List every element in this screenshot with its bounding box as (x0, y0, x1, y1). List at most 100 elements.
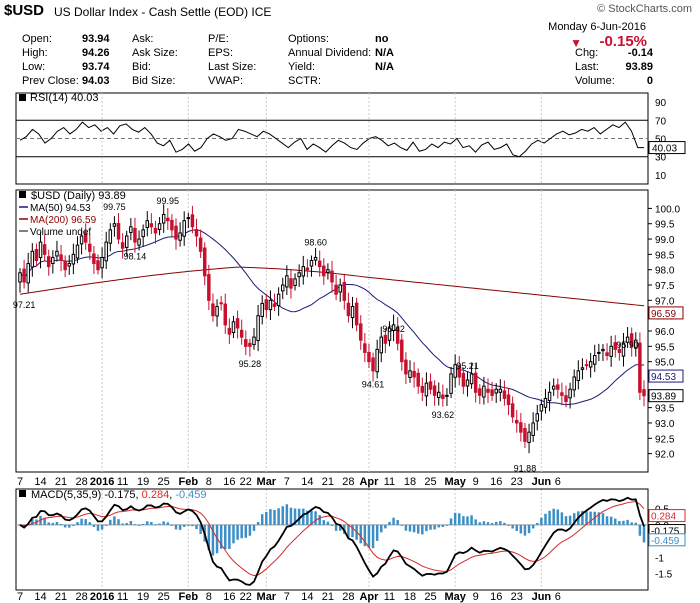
x-axis-label: 18 (404, 591, 416, 603)
candle-body (354, 302, 359, 326)
macd-histogram-bar (605, 516, 609, 525)
macd-histogram-bar (601, 513, 605, 525)
instrument-name: US Dollar Index - Cash Settle (EOD) ICE (54, 5, 271, 19)
macd-histogram-bar (511, 524, 514, 529)
candle-body (268, 299, 273, 311)
exchange-label: ICE (251, 5, 272, 19)
x-axis-label: 11 (384, 476, 395, 488)
x-axis-label: Jun (532, 476, 552, 488)
candle-body (280, 284, 285, 292)
macd-histogram-bar (310, 510, 313, 525)
candle-body (338, 284, 342, 293)
macd-histogram-bar (425, 524, 428, 532)
price-last-label: 93.89 (651, 392, 676, 403)
x-axis-label: 11 (117, 591, 128, 603)
macd-histogram-bar (51, 522, 55, 525)
macd-histogram-bar (273, 509, 276, 525)
candle-body (412, 370, 416, 378)
macd-histogram-bar (252, 524, 256, 531)
candle-body (473, 372, 478, 393)
rsi-tick-label: 90 (655, 98, 667, 109)
x-axis-label: Mar (257, 476, 277, 488)
price-annotation: 98.14 (124, 251, 147, 261)
candle-body (465, 379, 470, 387)
candle-body (535, 413, 540, 422)
price-title: $USD (Daily) 93.89 (31, 190, 126, 202)
macd-histogram-bar (429, 524, 432, 530)
price-annotation: 98.60 (304, 237, 327, 247)
quote-label: Prev Close: (22, 75, 79, 87)
legend-entry: Volume undef (30, 227, 91, 238)
macd-histogram-bar (560, 512, 564, 525)
candle-body (272, 303, 277, 307)
candle-body (436, 391, 441, 398)
macd-histogram-bar (76, 522, 79, 525)
macd-histogram-bar (170, 524, 174, 526)
x-axis-label: 25 (158, 476, 170, 488)
macd-histogram-bar (31, 519, 34, 525)
quote-value: -0.14 (627, 47, 653, 59)
candle-body (59, 254, 63, 262)
candle-body (202, 247, 207, 277)
candle-body (486, 388, 490, 393)
rsi-tick-label: 30 (655, 153, 667, 164)
macd-last-label: -0.175 (651, 527, 680, 538)
candle-body (231, 321, 236, 334)
candle-body (161, 214, 166, 224)
symbol-title: $USD (4, 2, 45, 19)
macd-histogram-bar (609, 516, 613, 525)
candle-body (494, 388, 498, 394)
macd-histogram-bar (380, 524, 383, 533)
macd-histogram-bar (388, 521, 391, 525)
quote-label: Ask Size: (132, 47, 178, 59)
macd-histogram-bar (408, 524, 412, 532)
candle-body (539, 404, 544, 412)
quote-label: High: (22, 47, 48, 59)
candle-body (560, 392, 564, 396)
candle-body (96, 260, 100, 271)
macd-last-badge (648, 509, 686, 523)
macd-histogram-bar (59, 524, 63, 526)
macd-histogram-bar (523, 524, 527, 536)
candle-body (634, 339, 638, 349)
price-tick-label: 99.0 (655, 235, 675, 246)
macd-histogram-bar (121, 523, 124, 525)
down-arrow-icon: ▼ (570, 36, 582, 50)
x-axis-label: 25 (424, 591, 436, 603)
macd-histogram-bar (302, 508, 305, 525)
macd-histogram-bar (22, 524, 26, 528)
macd-histogram-bar (232, 524, 235, 544)
candle-body (26, 263, 30, 284)
candle-body (256, 315, 260, 342)
rsi-last-badge (648, 141, 686, 155)
candle-body (116, 223, 121, 240)
candle-body (588, 361, 593, 368)
macd-panel (15, 488, 649, 591)
candle-body (227, 327, 232, 335)
candle-body (408, 370, 412, 378)
candle-body (461, 372, 466, 387)
macd-histogram-bar (396, 520, 399, 525)
macd-histogram-bar (285, 504, 289, 525)
macd-histogram-bar (104, 524, 108, 526)
macd-histogram-bar (256, 522, 260, 525)
x-axis-label: Apr (359, 591, 379, 603)
candle-body (137, 238, 141, 246)
macd-title-part: -0.459 (175, 489, 206, 501)
x-axis-label: 9 (473, 591, 479, 603)
candle-body (568, 388, 572, 399)
candle-body (629, 333, 634, 347)
candle-body (186, 217, 191, 220)
macd-last-badge (648, 533, 686, 547)
macd-histogram-bar (318, 515, 321, 525)
candle-body (104, 241, 108, 262)
candle-body (531, 422, 535, 436)
candle-body (100, 256, 104, 269)
x-axis-label: 6 (555, 476, 561, 488)
rsi-title: RSI(14) 40.03 (30, 92, 98, 104)
price-annotation: 99.75 (103, 202, 126, 212)
candle-body (120, 242, 125, 249)
price-annotation: 99.95 (157, 196, 180, 206)
candle-body (432, 385, 437, 396)
macd-histogram-bar (507, 524, 510, 526)
